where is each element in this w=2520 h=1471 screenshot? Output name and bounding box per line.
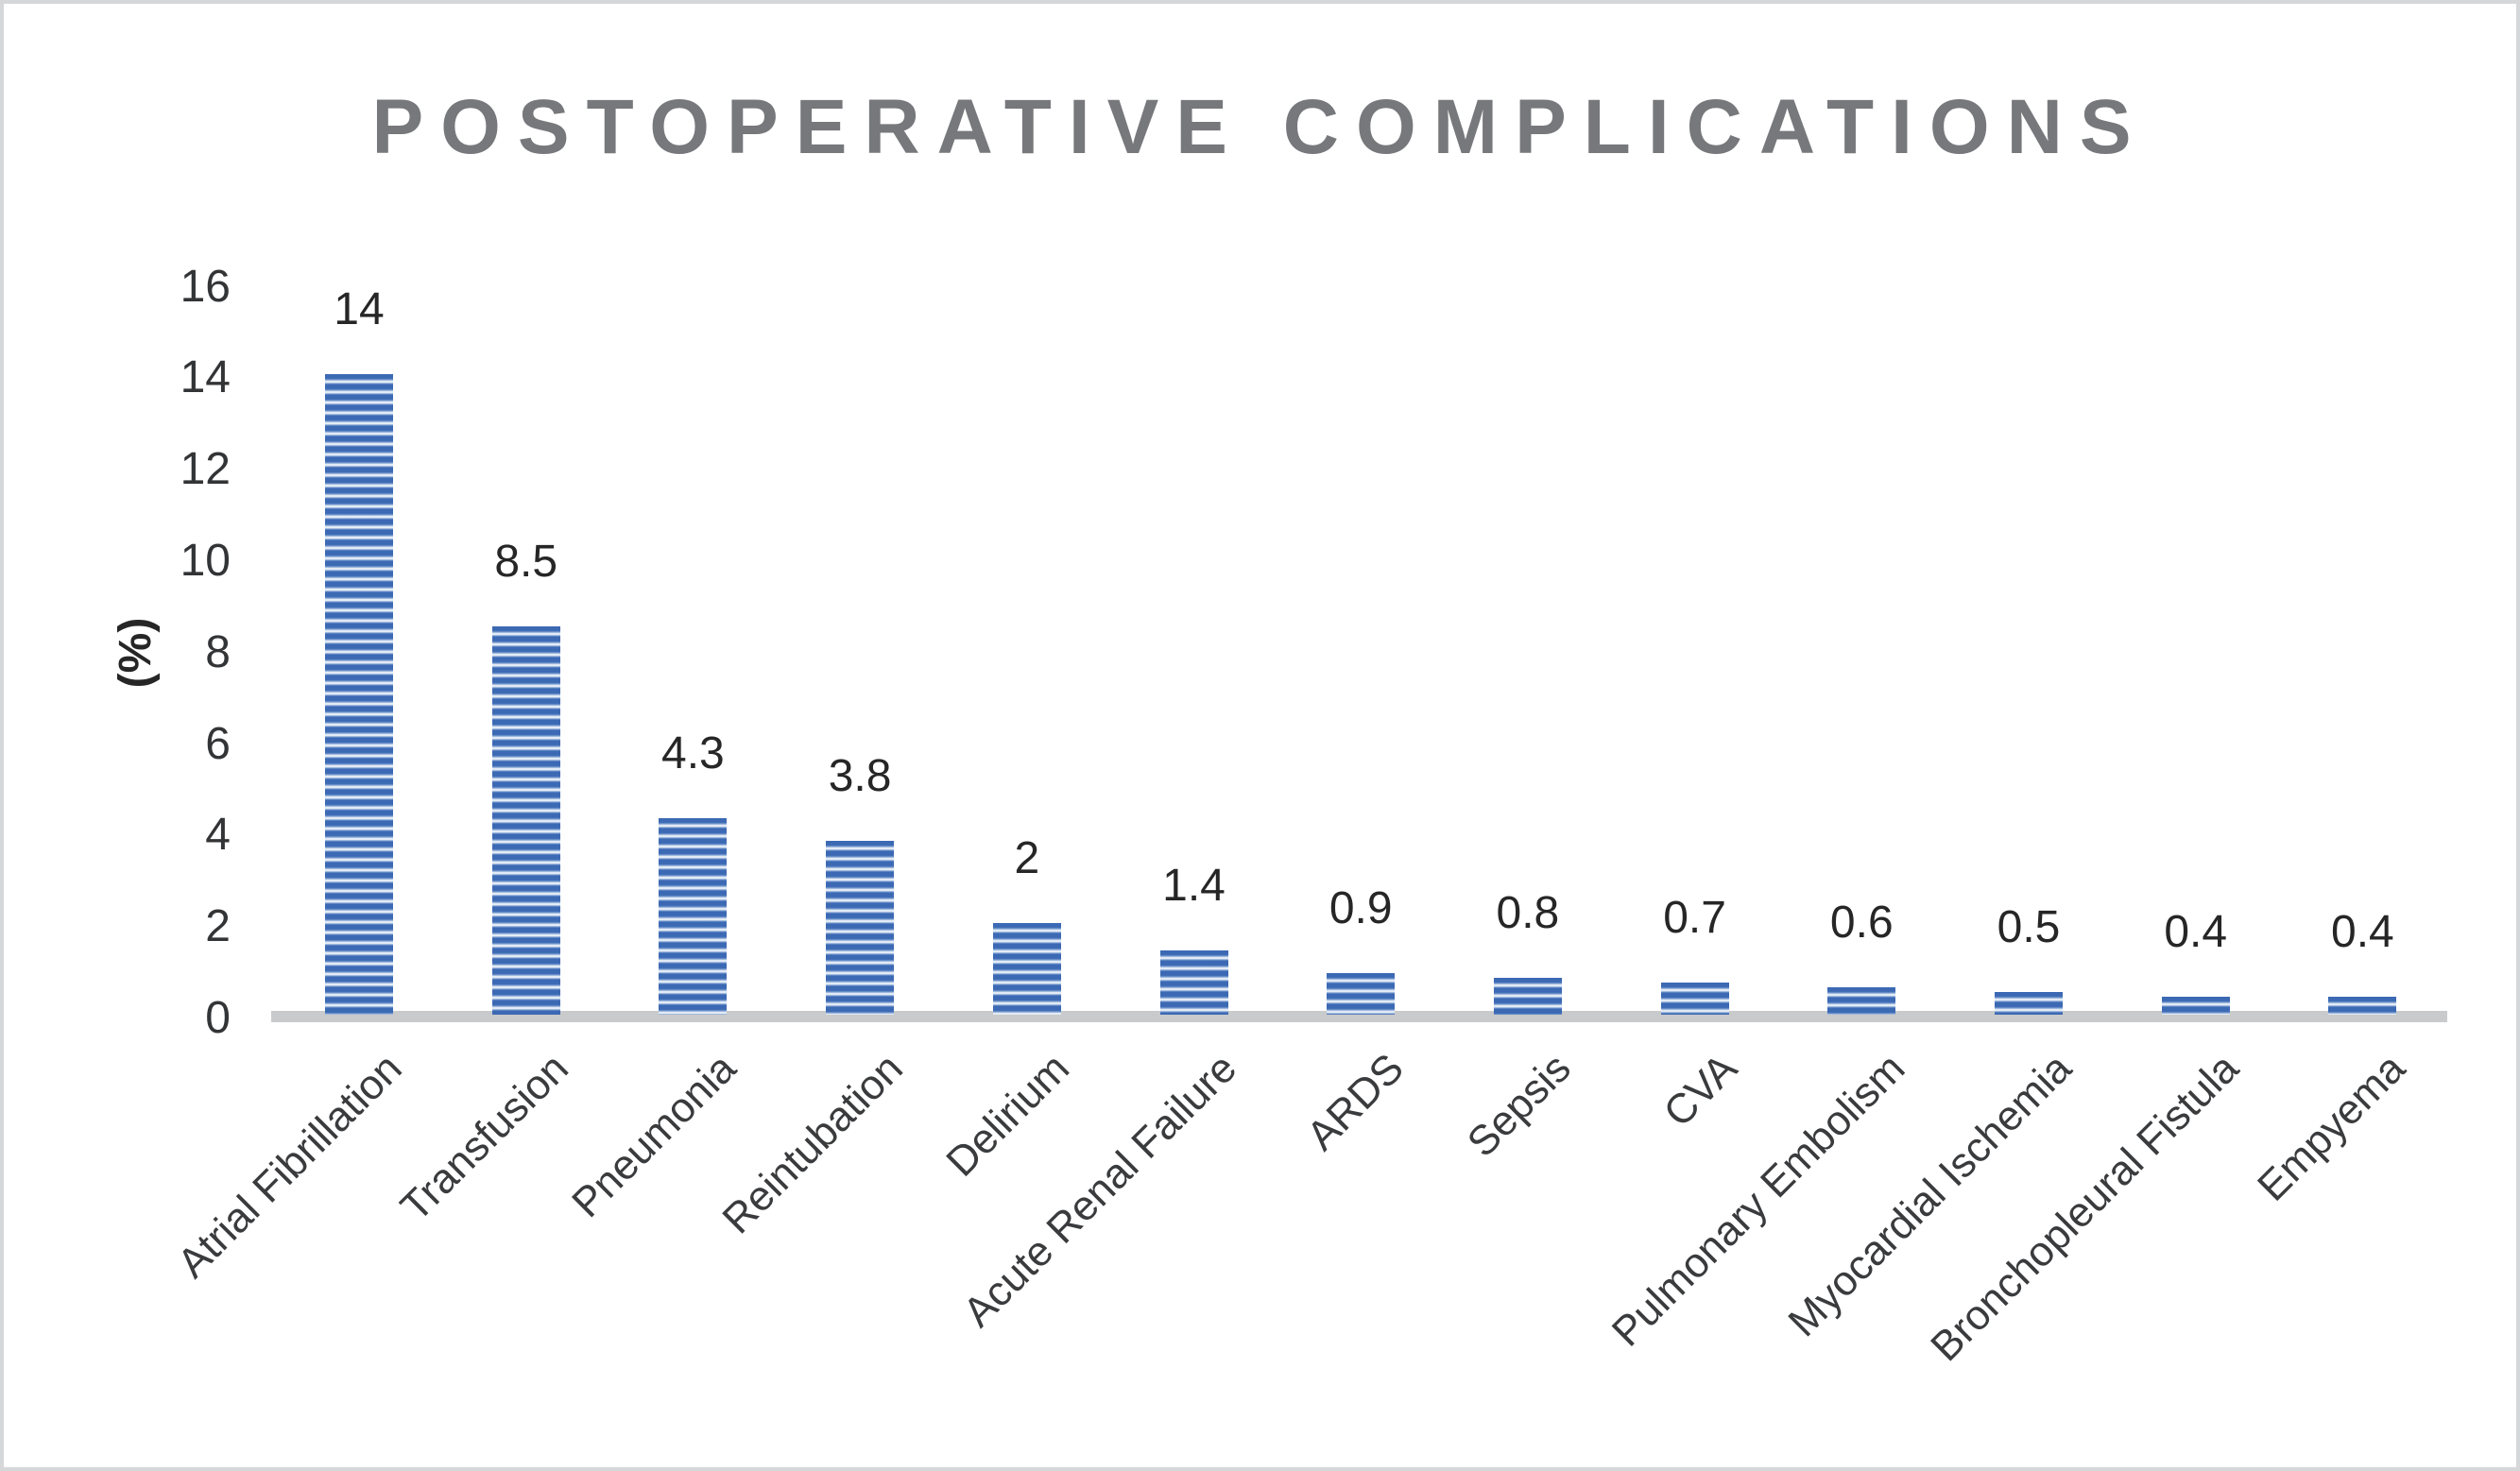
value-label-ards: 0.9 [1329, 883, 1393, 934]
category-label-empyema: Empyema [2249, 1045, 2415, 1210]
bar-reintubation [826, 841, 895, 1015]
bar-acute-renal-failure [1159, 950, 1228, 1015]
bar-cva [1660, 983, 1729, 1015]
category-label-acute-renal-failure: Acute Renal Failure [954, 1045, 1246, 1336]
y-axis-tick-label-2: 2 [205, 901, 231, 952]
bar-transfusion [491, 625, 560, 1015]
category-label-ards: ARDS [1297, 1045, 1413, 1160]
bar-sepsis [1493, 978, 1562, 1015]
value-label-transfusion: 8.5 [494, 536, 558, 587]
chart-title: POSTOPERATIVE COMPLICATIONS [371, 84, 2149, 170]
category-label-sepsis: Sepsis [1458, 1045, 1580, 1167]
value-label-pneumonia: 4.3 [661, 727, 725, 778]
y-axis-tick-label-14: 14 [180, 352, 231, 403]
value-label-delirium: 2 [1014, 833, 1040, 884]
y-axis-tick-label-12: 12 [180, 444, 231, 495]
y-axis-tick-label-4: 4 [205, 810, 231, 861]
category-label-atrial-fibrillation: Atrial Fibrillation [168, 1045, 411, 1287]
category-label-pneumonia: Pneumonia [562, 1045, 746, 1227]
bar-bronchopleural-fistula [2161, 996, 2230, 1015]
y-axis-tick-label-6: 6 [205, 718, 231, 769]
bar-pneumonia [659, 817, 728, 1015]
category-label-myocardial-ischemia: Myocardial Ischemia [1779, 1045, 2081, 1346]
y-axis-tick-label-8: 8 [205, 626, 231, 677]
x-axis-baseline [271, 1011, 2447, 1022]
bar-delirium [992, 923, 1061, 1015]
value-label-empyema: 0.4 [2331, 906, 2394, 957]
y-axis-tick-label-16: 16 [180, 261, 231, 312]
bar-ards [1327, 973, 1396, 1015]
category-label-cva: CVA [1654, 1045, 1747, 1137]
y-axis-tick-label-0: 0 [205, 993, 231, 1043]
value-label-pulmonary-embolism: 0.6 [1829, 897, 1894, 948]
y-axis-tick-label-10: 10 [180, 536, 231, 586]
value-label-bronchopleural-fistula: 0.4 [2164, 906, 2228, 957]
bar-atrial-fibrillation [325, 374, 393, 1015]
category-label-delirium: Delirium [937, 1045, 1079, 1186]
value-label-acute-renal-failure: 1.4 [1162, 861, 1226, 912]
bar-myocardial-ischemia [1995, 991, 2063, 1015]
bar-pulmonary-embolism [1827, 986, 1896, 1015]
value-label-cva: 0.7 [1663, 893, 1726, 944]
value-label-myocardial-ischemia: 0.5 [1997, 901, 2061, 952]
value-label-atrial-fibrillation: 14 [334, 284, 385, 335]
value-label-reintubation: 3.8 [828, 751, 892, 802]
category-label-pulmonary-embolism: Pulmonary Embolism [1603, 1045, 1913, 1356]
category-label-transfusion: Transfusion [392, 1045, 578, 1231]
bar-empyema [2328, 996, 2397, 1015]
category-label-reintubation: Reintubation [713, 1045, 912, 1243]
value-label-sepsis: 0.8 [1496, 888, 1560, 939]
category-label-bronchopleural-fistula: Bronchopleural Fistula [1922, 1045, 2248, 1371]
